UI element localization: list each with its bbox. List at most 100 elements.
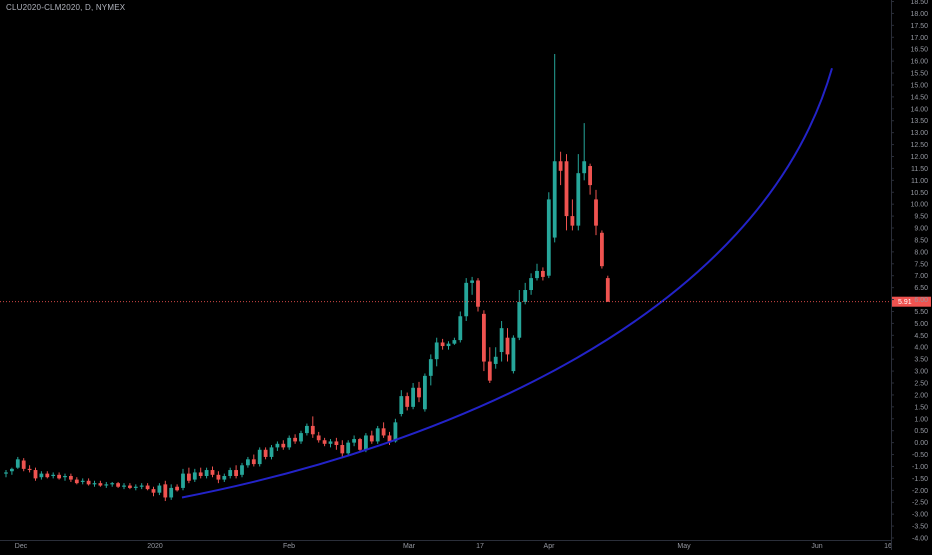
candle[interactable] [523,282,528,305]
candle[interactable] [187,467,191,484]
candle[interactable] [69,473,73,482]
candle[interactable] [440,338,445,350]
candle[interactable] [21,458,26,472]
candle[interactable] [470,276,474,295]
price-axis[interactable] [891,0,932,550]
candle[interactable] [570,199,575,231]
candle[interactable] [375,425,380,444]
candle[interactable] [74,477,79,485]
candle[interactable] [511,335,516,374]
candle[interactable] [122,483,126,490]
candle[interactable] [505,328,510,362]
trend-curve[interactable] [181,67,833,499]
candle[interactable] [552,53,557,243]
candle[interactable] [576,154,581,231]
candle[interactable] [128,483,132,490]
candle[interactable] [163,480,168,502]
candle[interactable] [210,466,215,478]
candle[interactable] [369,430,374,444]
candle[interactable] [358,437,362,453]
candle[interactable] [452,337,457,345]
candle[interactable] [10,467,14,475]
candle[interactable] [204,467,209,479]
candle[interactable] [133,484,138,491]
candle[interactable] [417,381,421,403]
candle[interactable] [334,437,339,450]
candle[interactable] [399,390,404,417]
candle[interactable] [287,435,292,450]
candle[interactable] [423,373,427,412]
candle[interactable] [487,347,492,384]
candle[interactable] [446,341,451,350]
candle[interactable] [517,290,522,341]
candle[interactable] [51,472,56,479]
candle[interactable] [80,478,85,485]
candle[interactable] [546,192,551,279]
candle[interactable] [464,278,469,322]
candle[interactable] [169,484,174,500]
candle[interactable] [322,437,327,447]
candle[interactable] [316,431,321,443]
candle[interactable] [92,480,97,487]
candle[interactable] [234,465,238,479]
candle[interactable] [151,486,156,497]
candle[interactable] [27,465,32,473]
candle[interactable] [228,467,233,479]
candle[interactable] [33,467,38,481]
candle[interactable] [499,321,504,362]
candle[interactable] [458,311,463,343]
candle[interactable] [192,468,197,482]
candle[interactable] [405,392,410,411]
candle[interactable] [198,467,203,479]
candle[interactable] [181,468,185,491]
candle[interactable] [246,456,250,468]
candle[interactable] [588,163,592,195]
candle[interactable] [139,483,144,490]
candle[interactable] [328,439,333,448]
candle[interactable] [222,473,227,482]
time-axis[interactable] [0,540,891,551]
candle[interactable] [15,456,20,469]
candle[interactable] [340,440,345,457]
candle[interactable] [269,445,274,460]
candle[interactable] [352,435,356,447]
candle[interactable] [535,263,539,281]
candle[interactable] [411,383,415,410]
candle[interactable] [216,471,221,484]
candle[interactable] [529,273,533,295]
candle[interactable] [428,354,433,386]
candle[interactable] [558,151,563,186]
candle[interactable] [240,462,244,478]
candle[interactable] [299,430,303,444]
candle[interactable] [45,471,50,479]
candle[interactable] [541,267,545,281]
candle[interactable] [293,434,297,444]
candle[interactable] [39,471,44,480]
candle[interactable] [600,230,604,269]
candle[interactable] [263,447,268,460]
candle[interactable] [493,347,498,369]
candle[interactable] [57,472,61,480]
candle[interactable] [346,440,351,456]
candle[interactable] [145,483,150,491]
candle[interactable] [63,473,67,481]
candle[interactable] [275,441,280,451]
candle[interactable] [594,189,598,236]
candle[interactable] [564,154,569,231]
candle[interactable] [110,481,115,487]
candle[interactable] [381,422,386,438]
candle[interactable] [257,447,262,467]
candle[interactable] [175,484,179,492]
candle[interactable] [434,337,439,367]
candle[interactable] [104,481,109,488]
candle[interactable] [281,440,286,450]
candle[interactable] [605,275,610,302]
candle[interactable] [482,310,486,372]
candle[interactable] [86,478,91,486]
candle[interactable] [310,416,315,438]
candle[interactable] [157,483,162,496]
candle[interactable] [476,278,480,312]
candle[interactable] [251,454,256,467]
